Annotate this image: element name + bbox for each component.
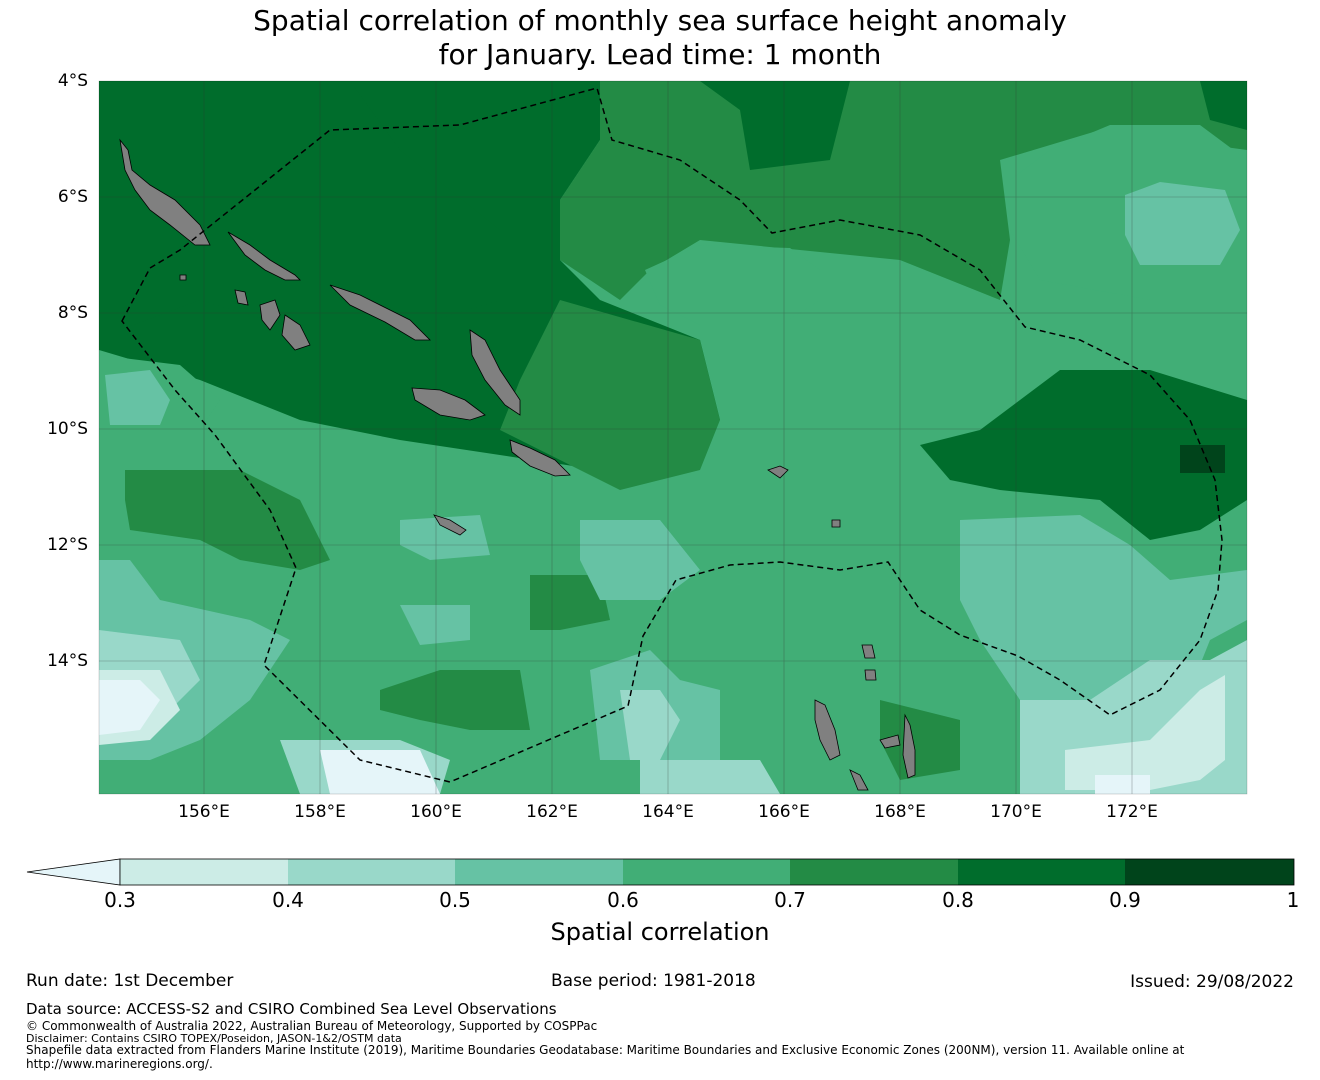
colorbar-extend-arrow — [26, 858, 121, 886]
colorbar-swatch-0.8 — [958, 859, 1125, 885]
colorbar-tick: 0.6 — [607, 888, 639, 912]
map-title-line1: Spatial correlation of monthly sea surfa… — [253, 4, 1067, 37]
lon-label: 164°E — [642, 802, 694, 822]
land-islands — [119, 138, 916, 791]
lon-label: 158°E — [294, 802, 346, 822]
lon-label: 168°E — [874, 802, 926, 822]
colorbar-label: Spatial correlation — [550, 918, 770, 946]
colorbar-swatch-0.3 — [120, 859, 288, 885]
base-period: Base period: 1981-2018 — [551, 971, 756, 991]
colorbar-swatch-0.9 — [1125, 859, 1294, 885]
lon-label: 160°E — [410, 802, 462, 822]
colorbar — [26, 858, 1295, 886]
colorbar-swatch-0.5 — [455, 859, 623, 885]
colorbar-tick: 0.5 — [439, 888, 471, 912]
lat-label: 6°S — [57, 187, 88, 207]
map-frame — [98, 80, 1248, 795]
graticule — [99, 81, 1247, 794]
disclaimer: Disclaimer: Contains CSIRO TOPEX/Poseido… — [26, 1032, 402, 1045]
lat-label: 10°S — [47, 419, 88, 439]
colorbar-tick: 1 — [1286, 888, 1300, 912]
colorbar-tick: 0.8 — [942, 888, 974, 912]
run-date: Run date: 1st December — [26, 971, 234, 991]
colorbar-tick: 0.7 — [774, 888, 806, 912]
correlation-field — [99, 81, 1247, 794]
lat-label: 12°S — [47, 535, 88, 555]
lat-label: 14°S — [47, 651, 88, 671]
copyright-notice: © Commonwealth of Australia 2022, Austra… — [26, 1019, 598, 1033]
colorbar-swatch-0.7 — [790, 859, 958, 885]
map-title-line2: for January. Lead time: 1 month — [438, 38, 882, 71]
colorbar-swatch-0.6 — [623, 859, 790, 885]
lon-label: 156°E — [178, 802, 230, 822]
lon-label: 172°E — [1106, 802, 1158, 822]
shapefile-credit: Shapefile data extracted from Flanders M… — [26, 1043, 1185, 1057]
lat-label: 4°S — [57, 71, 88, 91]
data-source: Data source: ACCESS-S2 and CSIRO Combine… — [26, 1000, 557, 1018]
lon-label: 162°E — [526, 802, 578, 822]
colorbar-tick: 0.3 — [104, 888, 136, 912]
lon-label: 170°E — [990, 802, 1042, 822]
lon-label: 166°E — [758, 802, 810, 822]
colorbar-tick: 0.4 — [272, 888, 304, 912]
lat-label: 8°S — [57, 303, 88, 323]
source-url: http://www.marineregions.org/. — [26, 1057, 213, 1071]
colorbar-tick: 0.9 — [1109, 888, 1141, 912]
eez-boundary — [121, 87, 1223, 783]
issued-date: Issued: 29/08/2022 — [1130, 972, 1294, 992]
colorbar-swatch-0.4 — [288, 859, 455, 885]
